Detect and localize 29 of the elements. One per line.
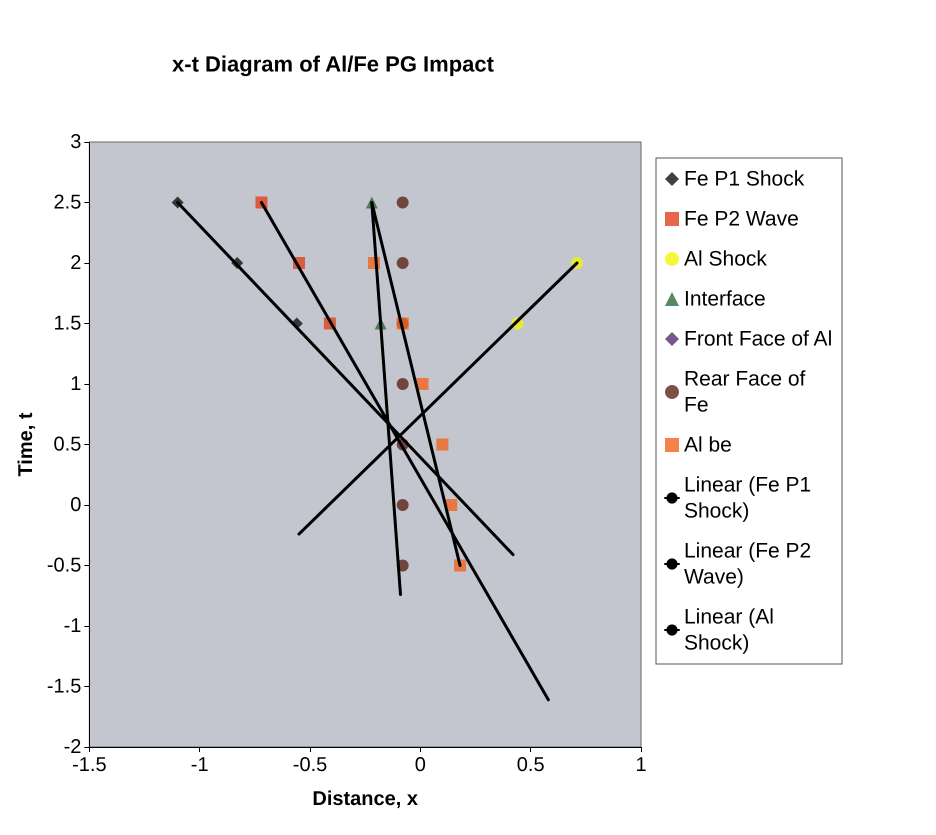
y-tick-label: 3 xyxy=(70,131,82,153)
legend-label: Al Shock xyxy=(684,248,768,270)
y-tick-label: -1.5 xyxy=(46,676,82,698)
x-tick-label: 1 xyxy=(635,754,647,776)
legend-label: Al be xyxy=(684,434,732,456)
y-tick-label: -1 xyxy=(64,615,82,637)
legend-label: Rear Face of Fe xyxy=(684,368,812,416)
y-tick-label: -0.5 xyxy=(46,554,82,576)
x-tick-label: 0 xyxy=(414,754,426,776)
x-tick-label: -0.5 xyxy=(292,754,328,776)
chart-title: x-t Diagram of Al/Fe PG Impact xyxy=(172,52,495,76)
legend-label: Interface xyxy=(684,288,766,310)
y-axis-title: Time, t xyxy=(15,412,37,477)
y-tick-label: 1.5 xyxy=(54,312,82,334)
y-tick-label: 0.5 xyxy=(54,434,82,456)
legend-label: Fe P1 Shock xyxy=(684,168,805,190)
y-tick-label: 0 xyxy=(70,494,82,516)
legend-label: Front Face of Al xyxy=(684,328,832,350)
y-tick-label: 2 xyxy=(70,252,82,274)
x-tick-label: -1 xyxy=(190,754,209,776)
y-tick-label: 1 xyxy=(70,373,82,395)
legend-label: Linear (Al Shock) xyxy=(684,606,780,654)
y-tick-label: 2.5 xyxy=(54,192,82,214)
y-tick-label: -2 xyxy=(64,736,82,758)
x-tick-label: 0.5 xyxy=(516,754,545,776)
legend-label: Linear (Fe P1 Shock) xyxy=(684,474,818,522)
legend-label: Fe P2 Wave xyxy=(684,208,799,230)
legend-label: Linear (Fe P2 Wave) xyxy=(684,540,818,588)
x-axis-title: Distance, x xyxy=(312,788,418,810)
